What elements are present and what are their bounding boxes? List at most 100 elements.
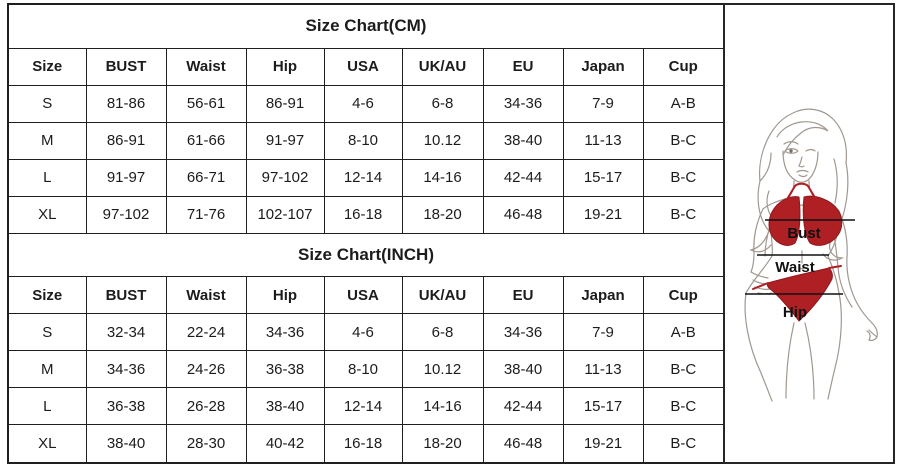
table-row: XL 38-40 28-30 40-42 16-18 18-20 46-48 1… xyxy=(7,424,725,464)
size-cell: 42-44 xyxy=(482,158,564,197)
size-cell: XL xyxy=(7,424,87,464)
size-cell: 4-6 xyxy=(323,84,403,123)
size-cell: 91-97 xyxy=(245,121,325,160)
eyebrow xyxy=(783,141,799,145)
hip-left xyxy=(745,255,773,294)
size-cell: S xyxy=(7,84,87,123)
size-cell: B-C xyxy=(642,350,725,389)
arm-right-inner xyxy=(832,230,853,308)
column-header: USA xyxy=(323,47,403,86)
size-cell: XL xyxy=(7,195,87,234)
table-row: M 86-91 61-66 91-97 8-10 10.12 38-40 11-… xyxy=(7,121,725,160)
measurement-lines xyxy=(745,219,855,295)
column-header: UK/AU xyxy=(401,276,484,315)
leg-left-outer xyxy=(744,292,773,402)
size-cell: 8-10 xyxy=(323,350,403,389)
bikini-straps xyxy=(752,182,842,290)
size-cell: B-C xyxy=(642,158,725,197)
size-cell: 34-36 xyxy=(482,84,564,123)
bikini-bottom-strap-right xyxy=(828,265,842,269)
column-header: Waist xyxy=(165,276,247,315)
table-header-row: Size BUST Waist Hip USA UK/AU EU Japan C… xyxy=(7,276,725,315)
nose xyxy=(798,156,805,168)
table-title-cm: Size Chart(CM) xyxy=(7,3,725,49)
column-header: Waist xyxy=(165,47,247,86)
bikini-strap-left xyxy=(785,185,796,202)
hand-right xyxy=(866,322,878,341)
size-cell: 24-26 xyxy=(165,350,247,389)
size-cell: 38-40 xyxy=(482,121,564,160)
column-header: Size xyxy=(7,47,87,86)
size-cell: 11-13 xyxy=(562,121,644,160)
leg-right-inner xyxy=(804,322,815,400)
size-cell: 22-24 xyxy=(165,313,247,352)
hair-strand xyxy=(759,152,772,182)
size-cell: 4-6 xyxy=(323,313,403,352)
size-cell: 14-16 xyxy=(401,158,484,197)
mouth xyxy=(796,169,809,178)
face-jaw xyxy=(782,150,819,183)
size-cell: 7-9 xyxy=(562,84,644,123)
size-guide-illustration: Bust Waist Hip xyxy=(744,108,878,402)
size-cell: B-C xyxy=(642,195,725,234)
size-cell: 56-61 xyxy=(165,84,247,123)
hair-curl xyxy=(822,242,845,261)
size-cell: 97-102 xyxy=(85,195,167,234)
table-title-inch: Size Chart(INCH) xyxy=(7,232,725,278)
size-cell: 34-36 xyxy=(85,350,167,389)
table-title-row: Size Chart(CM) xyxy=(7,3,725,49)
bikini-strap-right xyxy=(807,185,818,202)
size-cell: 71-76 xyxy=(165,195,247,234)
table-row: L 91-97 66-71 97-102 12-14 14-16 42-44 1… xyxy=(7,158,725,197)
size-cell: A-B xyxy=(642,313,725,352)
arm-right-outer xyxy=(838,210,873,324)
size-cell: 46-48 xyxy=(482,424,564,464)
figure-panel: Bust Waist Hip xyxy=(723,3,895,464)
leg-right-outer xyxy=(827,292,842,400)
size-cell: 10.12 xyxy=(401,350,484,389)
size-cell: 42-44 xyxy=(482,387,564,426)
size-cell: 38-40 xyxy=(482,350,564,389)
eye-hidden xyxy=(805,148,816,152)
size-cell: B-C xyxy=(642,121,725,160)
size-cell: 15-17 xyxy=(562,158,644,197)
bikini-top-left-cup xyxy=(768,196,801,246)
table-header-row: Size BUST Waist Hip USA UK/AU EU Japan C… xyxy=(7,47,725,86)
hip-right xyxy=(827,255,840,294)
bikini-bottom-strap-left xyxy=(752,282,769,290)
size-cell: 18-20 xyxy=(401,195,484,234)
size-cell: 38-40 xyxy=(245,387,325,426)
column-header: USA xyxy=(323,276,403,315)
size-cell: 36-38 xyxy=(245,350,325,389)
column-header: BUST xyxy=(85,276,167,315)
size-cell: B-C xyxy=(642,387,725,426)
size-cell: 7-9 xyxy=(562,313,644,352)
size-cell: 40-42 xyxy=(245,424,325,464)
abdomen-line xyxy=(799,250,805,270)
size-cell: L xyxy=(7,387,87,426)
size-cell: 97-102 xyxy=(245,158,325,197)
size-cell: 86-91 xyxy=(245,84,325,123)
column-header: UK/AU xyxy=(401,47,484,86)
table-row: L 36-38 26-28 38-40 12-14 14-16 42-44 15… xyxy=(7,387,725,426)
table-row: S 32-34 22-24 34-36 4-6 6-8 34-36 7-9 A-… xyxy=(7,313,725,352)
hair-strand xyxy=(833,158,838,204)
size-cell: 66-71 xyxy=(165,158,247,197)
size-cell: 15-17 xyxy=(562,387,644,426)
arm-left-outer xyxy=(750,208,764,273)
size-cell: M xyxy=(7,350,87,389)
size-cell: 91-97 xyxy=(85,158,167,197)
eye-pupil xyxy=(789,149,793,153)
bust-label: Bust xyxy=(787,225,820,242)
size-cell: L xyxy=(7,158,87,197)
size-cell: A-B xyxy=(642,84,725,123)
size-cell: 12-14 xyxy=(323,387,403,426)
size-cell: B-C xyxy=(642,424,725,464)
hand-left xyxy=(750,271,773,295)
size-cell: 32-34 xyxy=(85,313,167,352)
size-cell: 81-86 xyxy=(85,84,167,123)
size-cell: S xyxy=(7,313,87,352)
size-cell: 16-18 xyxy=(323,424,403,464)
size-cell: 61-66 xyxy=(165,121,247,160)
